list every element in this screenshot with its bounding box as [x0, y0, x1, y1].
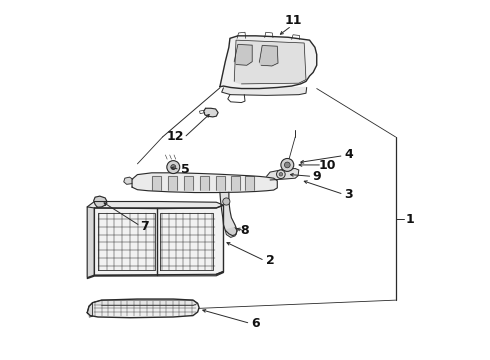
Polygon shape: [132, 173, 277, 193]
Polygon shape: [124, 177, 133, 184]
Text: 9: 9: [313, 170, 321, 183]
Text: 8: 8: [241, 224, 249, 237]
Circle shape: [279, 172, 283, 176]
Polygon shape: [220, 36, 317, 89]
Polygon shape: [225, 227, 237, 237]
Polygon shape: [200, 176, 209, 190]
Text: 3: 3: [344, 188, 353, 201]
Polygon shape: [87, 207, 95, 277]
Polygon shape: [216, 176, 224, 190]
Text: 4: 4: [344, 148, 353, 161]
Circle shape: [281, 158, 294, 171]
Text: 10: 10: [318, 159, 336, 172]
Text: 7: 7: [140, 220, 149, 233]
Polygon shape: [220, 192, 237, 235]
Text: 2: 2: [266, 254, 274, 267]
Text: 6: 6: [251, 317, 260, 330]
Polygon shape: [245, 176, 254, 190]
Polygon shape: [204, 108, 218, 117]
Circle shape: [171, 165, 176, 170]
Text: 11: 11: [285, 14, 302, 27]
Polygon shape: [152, 176, 161, 190]
Polygon shape: [87, 202, 223, 209]
Text: 12: 12: [166, 130, 184, 144]
Polygon shape: [184, 176, 193, 190]
Text: 5: 5: [181, 163, 190, 176]
Polygon shape: [87, 271, 223, 279]
Polygon shape: [93, 300, 197, 306]
Circle shape: [285, 162, 290, 168]
Polygon shape: [87, 303, 93, 317]
Polygon shape: [94, 196, 107, 207]
Polygon shape: [95, 205, 223, 275]
Text: 1: 1: [406, 213, 415, 226]
Circle shape: [167, 161, 180, 174]
Polygon shape: [87, 299, 199, 318]
Circle shape: [223, 198, 230, 205]
Polygon shape: [168, 176, 177, 190]
Circle shape: [276, 170, 285, 179]
Polygon shape: [234, 44, 252, 65]
Polygon shape: [259, 45, 278, 66]
Polygon shape: [234, 40, 306, 84]
Polygon shape: [231, 176, 240, 190]
Polygon shape: [221, 87, 307, 95]
Polygon shape: [267, 168, 299, 180]
